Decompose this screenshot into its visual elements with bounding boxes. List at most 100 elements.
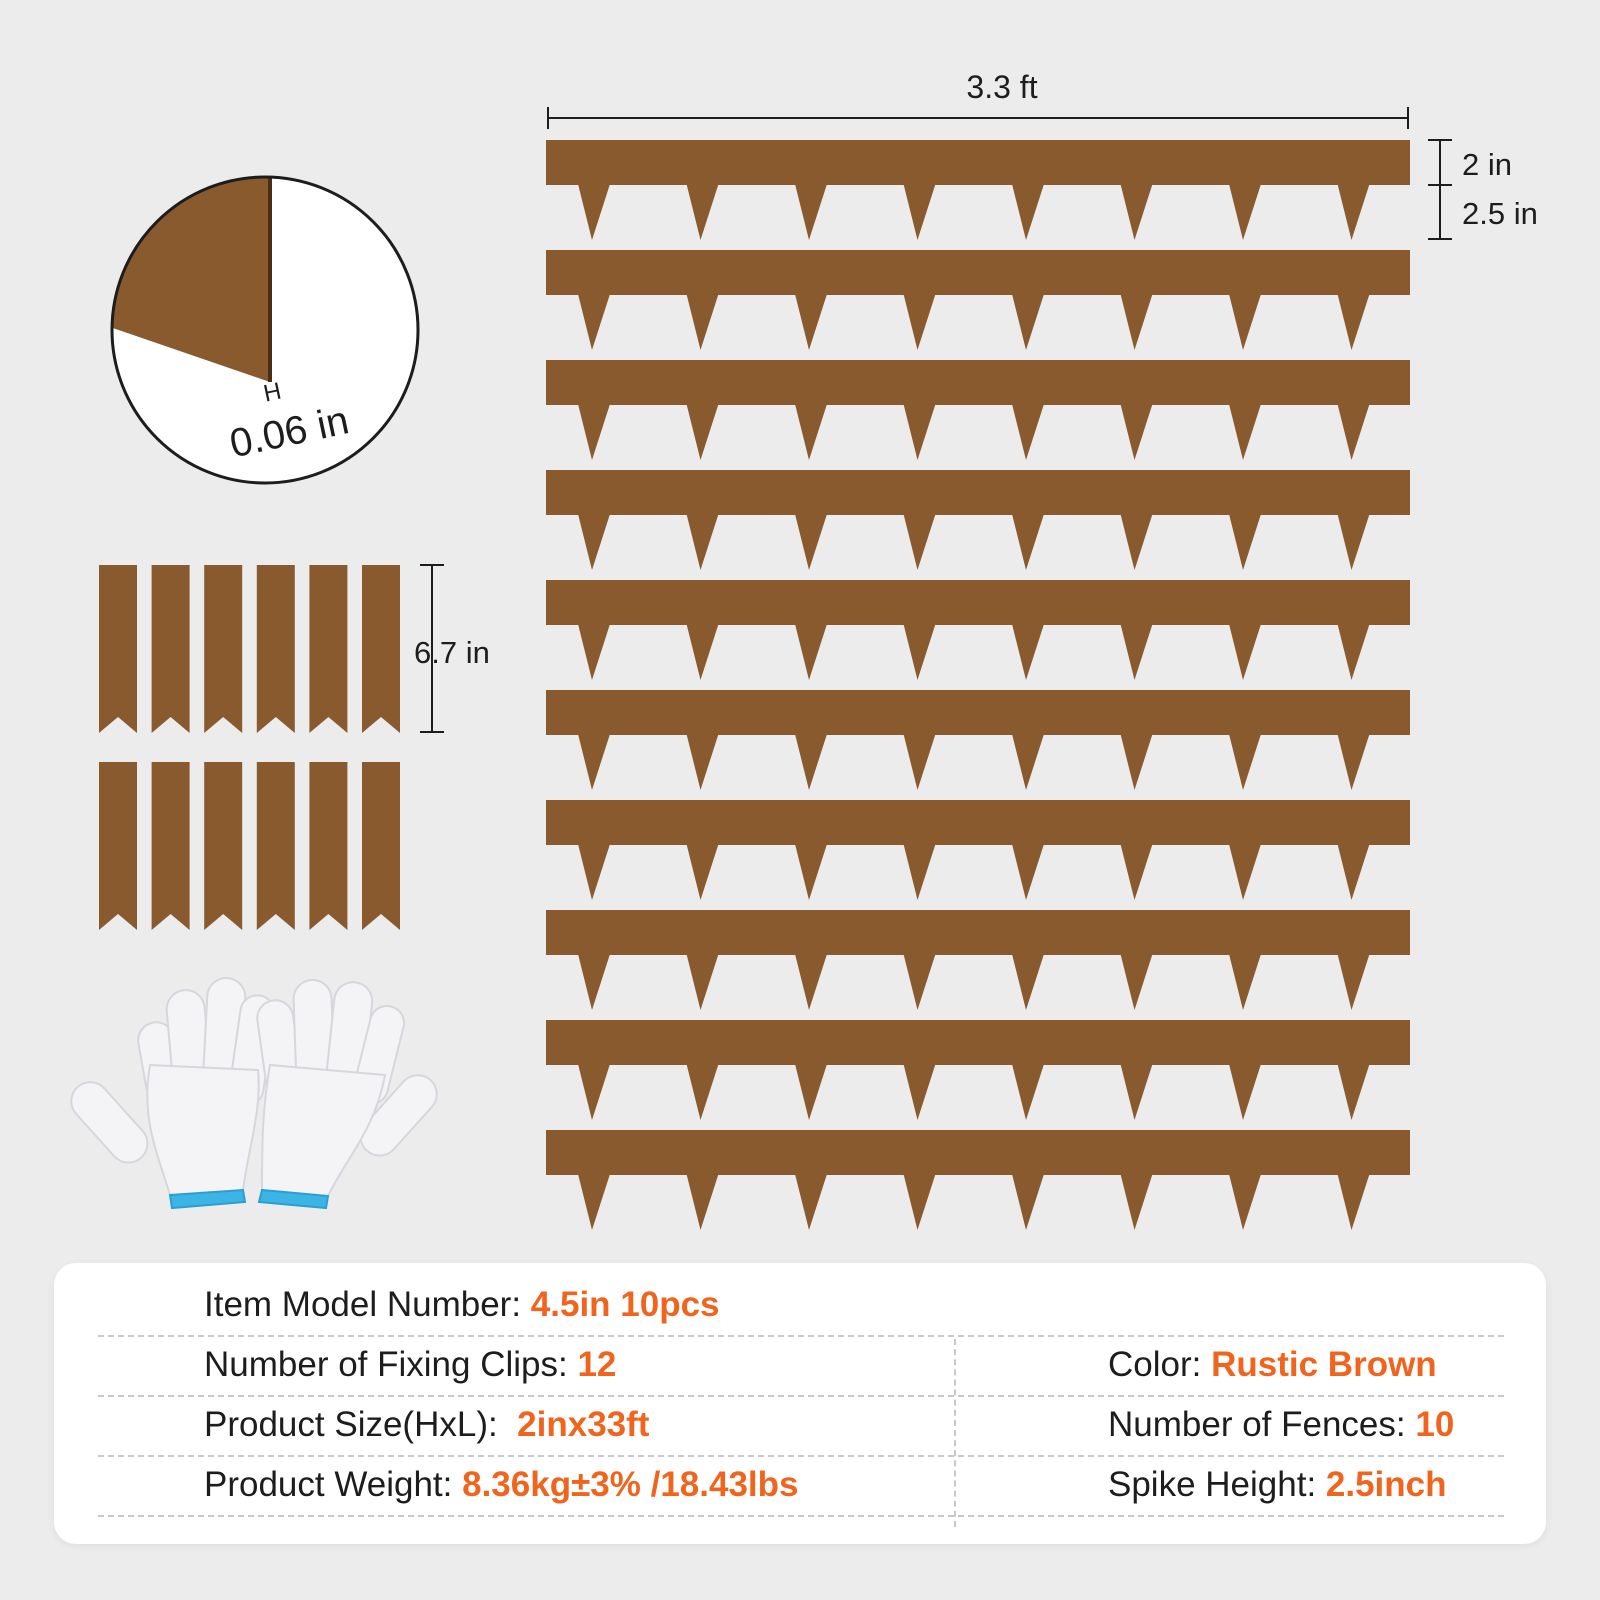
color-label: Color: (1108, 1345, 1202, 1384)
fence-band (546, 800, 1410, 845)
weight-value: 8.36kg±3% /18.43lbs (462, 1465, 799, 1504)
fence-spike (578, 1174, 610, 1230)
fences-value: 10 (1415, 1405, 1455, 1444)
fence-spike (686, 844, 719, 900)
model-value: 4.5in 10pcs (530, 1285, 720, 1324)
fence-spike (1012, 844, 1044, 900)
clips-label: Number of Fixing Clips: (204, 1345, 568, 1384)
fence-spike (795, 294, 827, 350)
fence-spike (578, 624, 610, 680)
fence-strip (546, 1130, 1410, 1230)
clips-value: 12 (577, 1345, 617, 1384)
fixing-clip (204, 762, 243, 930)
fixing-clip (256, 565, 295, 733)
fence-spike (686, 624, 719, 680)
fence-spike (1229, 294, 1261, 350)
fixing-clip (309, 762, 348, 930)
fence-spike (903, 1064, 936, 1120)
fence-band (546, 470, 1410, 515)
fence-strip (546, 690, 1410, 790)
fence-strip (546, 470, 1410, 570)
fence-spike (1120, 1064, 1153, 1120)
spec-card: Item Model Number: 4.5in 10pcs Number of… (54, 1263, 1546, 1544)
fence-spike (795, 734, 827, 790)
clip-length-dimension: 6.7 in (414, 564, 490, 733)
fixing-clip (309, 565, 348, 733)
fence-spike (903, 404, 936, 460)
fence-spike (1120, 624, 1153, 680)
fence-spike (1337, 1064, 1370, 1120)
fence-spike (578, 404, 610, 460)
fence-spike (1229, 624, 1261, 680)
fence-spike (1337, 514, 1370, 570)
fence-spike (1229, 734, 1261, 790)
fence-spike (578, 514, 610, 570)
fixing-clips (99, 565, 400, 930)
left-glove (70, 977, 276, 1210)
fence-spike (1229, 404, 1261, 460)
fence-band (546, 690, 1410, 735)
model-spec: Item Model Number: 4.5in 10pcs (204, 1275, 720, 1335)
fence-spike (1120, 294, 1153, 350)
fence-spike (578, 734, 610, 790)
fence-spike (1229, 184, 1261, 240)
spec-row-size-fences: Product Size(HxL): 2inx33ft Number of Fe… (98, 1395, 1504, 1457)
length-dimension: 3.3 ft (547, 69, 1409, 129)
fence-spike (1120, 184, 1153, 240)
fence-band (546, 250, 1410, 295)
clip-length-label: 6.7 in (414, 635, 490, 670)
fence-spike (795, 184, 827, 240)
fence-spike (903, 184, 936, 240)
fence-spike (1337, 844, 1370, 900)
height-dimension: 2 in 2.5 in (1428, 139, 1538, 240)
fence-strip (546, 140, 1410, 240)
fence-strip (546, 580, 1410, 680)
fence-spike (686, 954, 719, 1010)
fence-band (546, 1130, 1410, 1175)
work-gloves-icon (70, 977, 438, 1210)
spike-height-label: 2.5 in (1462, 196, 1538, 231)
fence-spike (578, 844, 610, 900)
fence-spike (686, 1174, 719, 1230)
fence-spike (686, 294, 719, 350)
fence-strip (546, 1020, 1410, 1120)
fence-strip (546, 800, 1410, 900)
fence-spike (578, 294, 610, 350)
fence-spike (1012, 514, 1044, 570)
top-height-label: 2 in (1462, 147, 1512, 182)
fixing-clip (362, 762, 400, 930)
fixing-clip (99, 762, 137, 930)
spike-label: Spike Height: (1108, 1465, 1317, 1504)
spike-value: 2.5inch (1325, 1465, 1447, 1504)
fence-spike (1012, 184, 1044, 240)
fence-spike (1337, 734, 1370, 790)
fence-spike (1337, 624, 1370, 680)
fixing-clip (256, 762, 295, 930)
fence-spike (1012, 404, 1044, 460)
fence-spike (795, 1174, 827, 1230)
fence-spike (1337, 184, 1370, 240)
fence-spike (903, 954, 936, 1010)
spec-row-weight-spike: Product Weight: 8.36kg±3% /18.43lbs Spik… (98, 1455, 1504, 1517)
fence-spike (903, 514, 936, 570)
fence-spike (686, 1064, 719, 1120)
length-label: 3.3 ft (966, 69, 1037, 105)
fence-spike (578, 1064, 610, 1120)
fence-spike (1012, 294, 1044, 350)
size-label: Product Size(HxL): (204, 1405, 498, 1444)
fence-spike (1012, 1174, 1044, 1230)
color-value: Rustic Brown (1211, 1345, 1437, 1384)
product-illustration: 3.3 ft 2 in 2.5 in H 0.06 in 6.7 in (70, 69, 1538, 1230)
fence-spike (1229, 844, 1261, 900)
fence-spike (1120, 844, 1153, 900)
fence-spike (903, 1174, 936, 1230)
fixing-clip (362, 565, 400, 733)
fence-band (546, 360, 1410, 405)
fences-spec: Number of Fences: 10 (1108, 1395, 1454, 1455)
fence-band (546, 910, 1410, 955)
fence-spike (1012, 1064, 1044, 1120)
size-value: 2inx33ft (517, 1405, 650, 1444)
fence-spike (795, 954, 827, 1010)
spec-row-clips-color: Number of Fixing Clips: 12 Color: Rustic… (98, 1335, 1504, 1397)
thickness-marker: H (261, 378, 284, 408)
